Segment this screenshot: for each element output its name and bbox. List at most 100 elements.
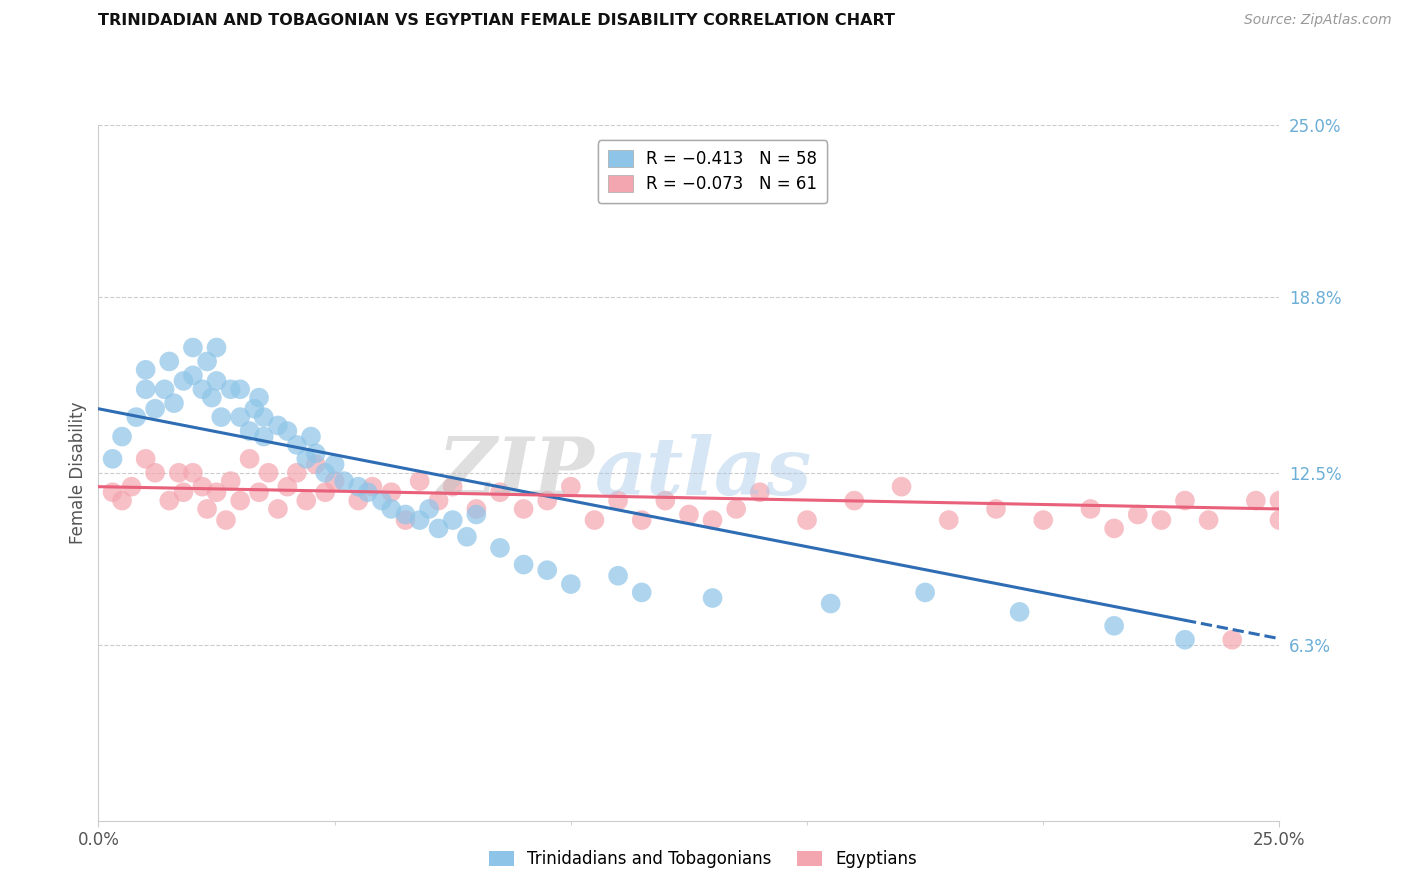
Point	[796, 513, 818, 527]
Point	[239, 424, 262, 438]
Point	[1102, 619, 1125, 633]
Point	[181, 341, 204, 355]
Point	[276, 424, 298, 438]
Point	[229, 382, 252, 396]
Point	[560, 480, 582, 494]
Point	[135, 363, 157, 377]
Point	[536, 493, 558, 508]
Point	[135, 451, 157, 466]
Point	[1008, 605, 1031, 619]
Point	[1268, 493, 1291, 508]
Point	[1032, 513, 1054, 527]
Point	[1150, 513, 1173, 527]
Point	[167, 466, 190, 480]
Point	[347, 493, 370, 508]
Point	[247, 485, 270, 500]
Point	[257, 466, 280, 480]
Point	[1080, 502, 1102, 516]
Point	[1174, 493, 1197, 508]
Point	[489, 485, 512, 500]
Point	[195, 354, 218, 368]
Point	[153, 382, 176, 396]
Point	[239, 451, 262, 466]
Point	[380, 485, 402, 500]
Point	[323, 458, 346, 472]
Point	[314, 485, 336, 500]
Point	[305, 458, 328, 472]
Point	[512, 558, 534, 572]
Point	[219, 474, 242, 488]
Point	[465, 508, 488, 522]
Point	[607, 493, 630, 508]
Point	[125, 410, 148, 425]
Point	[380, 502, 402, 516]
Point	[820, 597, 842, 611]
Point	[267, 502, 290, 516]
Point	[1268, 513, 1291, 527]
Point	[748, 485, 770, 500]
Point	[347, 480, 370, 494]
Point	[1220, 632, 1243, 647]
Point	[394, 513, 416, 527]
Point	[427, 493, 450, 508]
Point	[938, 513, 960, 527]
Point	[914, 585, 936, 599]
Point	[678, 508, 700, 522]
Point	[1244, 493, 1267, 508]
Text: TRINIDADIAN AND TOBAGONIAN VS EGYPTIAN FEMALE DISABILITY CORRELATION CHART: TRINIDADIAN AND TOBAGONIAN VS EGYPTIAN F…	[98, 13, 896, 29]
Text: ZIP: ZIP	[437, 434, 595, 511]
Point	[285, 466, 308, 480]
Point	[111, 493, 134, 508]
Point	[323, 474, 346, 488]
Point	[121, 480, 143, 494]
Point	[1102, 521, 1125, 535]
Point	[191, 480, 214, 494]
Point	[408, 474, 430, 488]
Point	[890, 480, 912, 494]
Point	[630, 585, 652, 599]
Point	[456, 530, 478, 544]
Point	[725, 502, 748, 516]
Point	[205, 374, 228, 388]
Point	[247, 391, 270, 405]
Point	[111, 429, 134, 443]
Point	[630, 513, 652, 527]
Point	[305, 446, 328, 460]
Point	[357, 485, 380, 500]
Point	[607, 568, 630, 582]
Point	[536, 563, 558, 577]
Point	[215, 513, 238, 527]
Point	[844, 493, 866, 508]
Point	[512, 502, 534, 516]
Point	[441, 513, 464, 527]
Point	[157, 354, 180, 368]
Point	[229, 493, 252, 508]
Point	[276, 480, 298, 494]
Text: Source: ZipAtlas.com: Source: ZipAtlas.com	[1244, 13, 1392, 28]
Point	[163, 396, 186, 410]
Point	[243, 401, 266, 416]
Point	[157, 493, 180, 508]
Point	[295, 493, 318, 508]
Point	[394, 508, 416, 522]
Point	[191, 382, 214, 396]
Point	[1126, 508, 1149, 522]
Point	[1174, 632, 1197, 647]
Point	[371, 493, 394, 508]
Point	[295, 451, 318, 466]
Point	[560, 577, 582, 591]
Point	[984, 502, 1007, 516]
Point	[101, 485, 124, 500]
Point	[285, 438, 308, 452]
Point	[205, 341, 228, 355]
Point	[702, 591, 724, 605]
Point	[135, 382, 157, 396]
Point	[181, 466, 204, 480]
Y-axis label: Female Disability: Female Disability	[69, 401, 87, 544]
Point	[361, 480, 384, 494]
Point	[253, 410, 276, 425]
Point	[267, 418, 290, 433]
Point	[205, 485, 228, 500]
Point	[583, 513, 606, 527]
Point	[314, 466, 336, 480]
